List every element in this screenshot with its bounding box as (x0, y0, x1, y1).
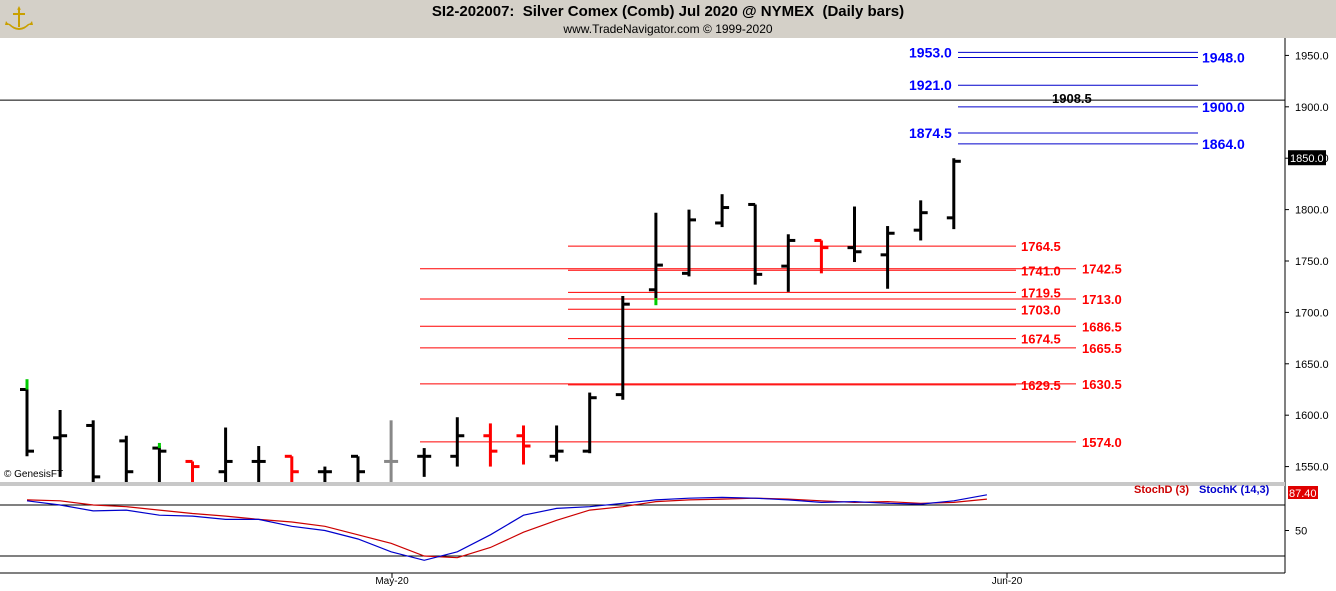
chart-header: SI2-202007: Silver Comex (Comb) Jul 2020… (0, 0, 1336, 38)
ohlc-bar (483, 423, 498, 467)
ohlc-bar (317, 466, 332, 482)
chart-subtitle: www.TradeNavigator.com © 1999-2020 (563, 22, 773, 36)
ohlc-bar (284, 454, 299, 482)
ohlc-bar (648, 212, 663, 299)
stoch-last-value-label: 87.40 (1289, 488, 1317, 500)
projection-label: 1900.0 (1202, 99, 1245, 115)
ohlc-bar (86, 420, 101, 482)
stoch-series-line (26, 494, 988, 561)
ohlc-bar (880, 226, 895, 289)
fib-level-label: 1574.0 (1082, 435, 1122, 450)
fib-level-label: 1630.5 (1082, 377, 1122, 392)
projection-label: 1948.0 (1202, 49, 1245, 65)
ohlc-bar (582, 392, 597, 454)
y-tick-label: 1900.0 (1295, 102, 1329, 114)
watermark: © GenesisFT (4, 469, 63, 480)
y-tick-label: 1800.0 (1295, 205, 1329, 217)
black-level-label: 1908.5 (1052, 91, 1092, 106)
y-tick-label: 1550.0 (1295, 462, 1329, 474)
ohlc-bar (417, 448, 432, 477)
y-tick-label: 1750.0 (1295, 256, 1329, 268)
x-tick-label: Jun-20 (992, 576, 1023, 587)
ohlc-bar (251, 446, 266, 482)
stoch-last-value-box (1288, 486, 1318, 499)
chart-area: 1764.5 1741.0 1719.5 1703.0 1674.5 1629.5 1742… (0, 38, 1336, 591)
x-tick-label: May-20 (375, 576, 409, 587)
stoch-series-line (26, 497, 987, 559)
fib-level-label: 1629.5 (1021, 378, 1061, 393)
ohlc-bar (218, 427, 233, 482)
y-tick-label: 1950.0 (1295, 50, 1329, 62)
ohlc-bar (715, 194, 730, 228)
last-price-label: 1850.0 (1290, 153, 1324, 165)
projection-label: 1953.0 (909, 44, 952, 60)
ohlc-bar (748, 202, 763, 285)
fib-level-label: 1665.5 (1082, 341, 1122, 356)
projection-label: 1921.0 (909, 77, 952, 93)
ohlc-bar (781, 234, 796, 292)
ohlc-bar (119, 435, 134, 482)
ohlc-bar (53, 410, 68, 477)
fib-level-label: 1713.0 (1082, 292, 1122, 307)
ohlc-bar (913, 200, 928, 241)
anchor-logo-icon (5, 6, 33, 30)
panel-separator (0, 482, 1285, 486)
ohlc-bar (351, 454, 365, 482)
stoch-y-tick-label: 50 (1295, 526, 1307, 538)
ohlc-bar (615, 295, 630, 400)
legend-stoch-d: StochD (3) (1134, 484, 1189, 496)
ohlc-bar (516, 425, 531, 465)
fib-level-label: 1674.5 (1021, 332, 1061, 347)
ohlc-bar (384, 420, 399, 482)
projection-label: 1874.5 (909, 125, 952, 141)
ohlc-bar (549, 425, 564, 462)
fib-level-label: 1719.5 (1021, 285, 1061, 300)
chart-title: SI2-202007: Silver Comex (Comb) Jul 2020… (431, 3, 905, 20)
ohlc-bar (450, 417, 465, 467)
y-tick-label: 1700.0 (1295, 307, 1329, 319)
fib-level-label: 1764.5 (1021, 239, 1061, 254)
ohlc-bar (847, 206, 862, 263)
y-tick-label: 1650.0 (1295, 359, 1329, 371)
ohlc-bar (185, 459, 200, 482)
fib-level-label: 1686.5 (1082, 319, 1122, 334)
ohlc-bar (682, 209, 696, 277)
fib-level-label: 1742.5 (1082, 262, 1122, 277)
projection-label: 1864.0 (1202, 136, 1245, 152)
ohlc-bar (814, 238, 829, 274)
fib-level-label: 1741.0 (1021, 263, 1061, 278)
ohlc-bar (946, 158, 961, 230)
y-tick-label: 1600.0 (1295, 410, 1329, 422)
legend-stoch-k: StochK (14,3) (1199, 484, 1270, 496)
fib-level-label: 1703.0 (1021, 302, 1061, 317)
last-price-box (1288, 150, 1326, 166)
